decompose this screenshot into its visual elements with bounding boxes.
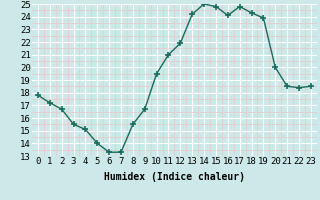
X-axis label: Humidex (Indice chaleur): Humidex (Indice chaleur) <box>104 172 245 182</box>
